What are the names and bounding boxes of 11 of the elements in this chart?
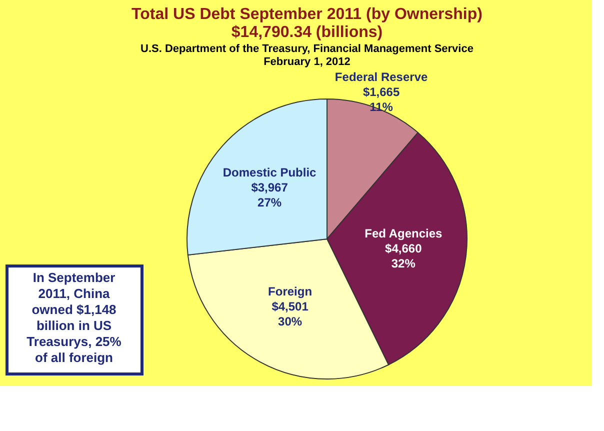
- slice-label: Foreign: [268, 284, 312, 299]
- slice-label: Domestic Public: [222, 166, 317, 180]
- data-label: $3,967 27%: [251, 180, 288, 210]
- text: In September 2011, China owned $1,148 billion in US Treasurys, 25% of all foreign: [26, 270, 122, 365]
- chart-subtitle: U.S. Department of the Treasury, Financial Management Service February 1, 2012: [140, 42, 474, 68]
- slice-label: Fed Agencies: [364, 226, 443, 241]
- data-label: $4,660 32%: [385, 242, 422, 271]
- data-label: $4,501 30%: [272, 300, 309, 329]
- chart-title: Total US Debt September 2011 (by Ownership) $14,790.34 (billions): [132, 6, 482, 41]
- data-label: $1,665 11%: [362, 84, 400, 114]
- slice-label: Federal Reserve: [334, 70, 428, 84]
